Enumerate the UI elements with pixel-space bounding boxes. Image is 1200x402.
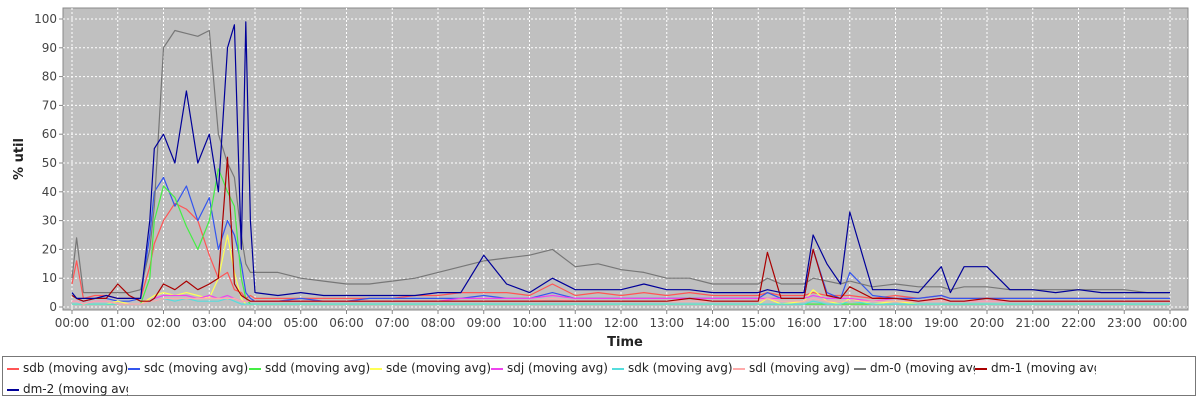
y-tick-label: 60: [42, 127, 57, 141]
x-tick-label: 05:00: [283, 316, 318, 330]
y-tick-label: 100: [34, 12, 57, 26]
legend-swatch: [370, 367, 382, 370]
y-tick-label: 40: [42, 185, 57, 199]
legend-swatch: [612, 367, 624, 370]
legend-item: dm-2 (moving avg): [7, 381, 128, 398]
y-tick-label: 50: [42, 156, 57, 170]
x-tick-label: 02:00: [146, 316, 181, 330]
x-tick-label: 21:00: [1015, 316, 1050, 330]
legend-swatch: [128, 367, 140, 370]
y-tick-label: 90: [42, 41, 57, 55]
utilization-line-chart: 0 10 20 30 40 50 60 70 80 90 100 00:00 01:00 02:00 03…: [12, 7, 1189, 350]
x-tick-label: 19:00: [924, 316, 959, 330]
x-tick-label: 07:00: [375, 316, 410, 330]
legend-label: dm-1 (moving avg): [991, 361, 1096, 375]
legend-item: sdk (moving avg): [612, 360, 733, 377]
legend-swatch: [975, 367, 987, 370]
legend-label: sdl (moving avg): [749, 361, 850, 375]
legend-swatch: [249, 367, 261, 370]
x-tick-label: 00:00: [1153, 316, 1188, 330]
x-tick-label: 17:00: [832, 316, 867, 330]
y-tick-label: 20: [42, 242, 57, 256]
y-axis: 0 10 20 30 40 50 60 70 80 90 100: [34, 12, 63, 314]
x-tick-label: 18:00: [878, 316, 913, 330]
x-tick-label: 13:00: [649, 316, 684, 330]
legend-label: sdd (moving avg): [265, 361, 370, 375]
x-tick-label: 12:00: [604, 316, 639, 330]
series-line-sdk: [72, 297, 1170, 305]
legend-item: dm-1 (moving avg): [975, 360, 1096, 377]
legend-swatch: [7, 388, 19, 391]
x-tick-label: 14:00: [695, 316, 730, 330]
legend-swatch: [491, 367, 503, 370]
legend-swatch: [7, 367, 19, 370]
x-tick-label: 00:00: [55, 316, 90, 330]
legend-item: dm-0 (moving avg): [854, 360, 975, 377]
legend-item: sdl (moving avg): [733, 360, 854, 377]
legend-label: sdc (moving avg): [144, 361, 249, 375]
x-tick-label: 04:00: [238, 316, 273, 330]
y-tick-label: 70: [42, 98, 57, 112]
x-tick-label: 23:00: [1107, 316, 1142, 330]
x-axis: 00:00 01:00 02:00 03:00 04:00 05:00 06:00 07:00…: [55, 310, 1188, 330]
chart-legend: sdb (moving avg) sdc (moving avg) sdd (mov…: [2, 356, 1196, 396]
legend-item: sdj (moving avg): [491, 360, 612, 377]
series-line-dm-0: [71, 29, 1170, 294]
x-tick-label: 22:00: [1061, 316, 1096, 330]
legend-label: dm-0 (moving avg): [870, 361, 975, 375]
y-axis-title: % util: [12, 138, 27, 180]
series-line-dm-2: [71, 21, 1170, 299]
x-tick-label: 09:00: [466, 316, 501, 330]
x-tick-label: 10:00: [512, 316, 547, 330]
legend-item: sde (moving avg): [370, 360, 491, 377]
series-line-dm-1: [71, 156, 1170, 302]
x-tick-label: 20:00: [970, 316, 1005, 330]
legend-swatch: [854, 367, 866, 370]
legend-item: sdc (moving avg): [128, 360, 249, 377]
x-tick-label: 06:00: [329, 316, 364, 330]
y-tick-label: 80: [42, 70, 57, 84]
legend-label: sdb (moving avg): [23, 361, 128, 375]
y-tick-label: 0: [49, 300, 57, 314]
legend-label: sdj (moving avg): [507, 361, 608, 375]
series-lines: [71, 21, 1170, 305]
legend-swatch: [733, 367, 745, 370]
plot-area: [62, 7, 1189, 311]
y-tick-label: 30: [42, 214, 57, 228]
legend-label: sde (moving avg): [386, 361, 491, 375]
y-tick-label: 10: [42, 271, 57, 285]
legend-item: sdb (moving avg): [7, 360, 128, 377]
x-tick-label: 01:00: [100, 316, 135, 330]
x-tick-label: 08:00: [421, 316, 456, 330]
x-tick-label: 16:00: [787, 316, 822, 330]
legend-label: sdk (moving avg): [628, 361, 733, 375]
x-tick-label: 11:00: [558, 316, 593, 330]
x-axis-title: Time: [607, 335, 643, 350]
legend-label: dm-2 (moving avg): [23, 382, 128, 396]
grid-lines: [63, 8, 1188, 310]
legend-item: sdd (moving avg): [249, 360, 370, 377]
x-tick-label: 03:00: [192, 316, 227, 330]
x-tick-label: 15:00: [741, 316, 776, 330]
